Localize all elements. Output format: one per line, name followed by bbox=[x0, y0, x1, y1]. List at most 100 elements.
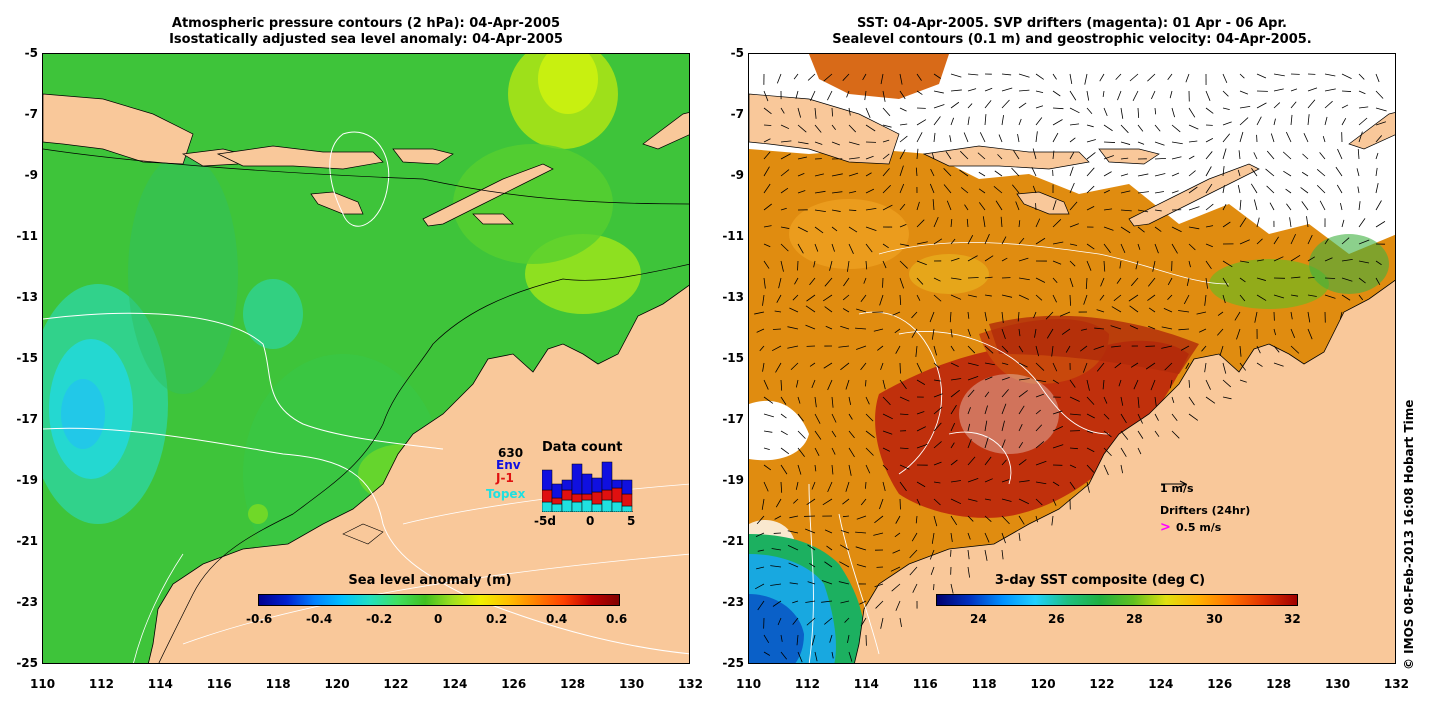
velocity-vector bbox=[1341, 294, 1351, 301]
velocity-vector bbox=[899, 224, 907, 228]
velocity-vector bbox=[840, 600, 850, 604]
velocity-vector bbox=[1103, 226, 1114, 231]
velocity-vector bbox=[780, 651, 788, 660]
velocity-vector bbox=[814, 651, 818, 662]
velocity-vector bbox=[763, 651, 771, 656]
velocity-vector bbox=[1069, 166, 1074, 177]
velocity-vector bbox=[984, 437, 989, 449]
velocity-vector bbox=[909, 549, 918, 559]
velocity-vector bbox=[1085, 277, 1088, 289]
velocity-vector bbox=[771, 345, 782, 352]
velocity-vector bbox=[1273, 73, 1285, 77]
velocity-vector bbox=[1171, 124, 1181, 133]
velocity-vector bbox=[1102, 90, 1105, 98]
velocity-vector bbox=[899, 447, 909, 449]
velocity-vector bbox=[993, 186, 1003, 194]
velocity-vector bbox=[967, 477, 979, 483]
velocity-vector bbox=[875, 600, 884, 609]
latitude-tick: -25 bbox=[16, 656, 38, 670]
velocity-vector bbox=[856, 515, 867, 520]
velocity-vector bbox=[880, 362, 884, 371]
velocity-vector bbox=[1051, 515, 1054, 526]
velocity-vector bbox=[916, 498, 921, 506]
velocity-vector bbox=[865, 226, 877, 231]
velocity-vector bbox=[899, 73, 903, 85]
velocity-vector bbox=[1251, 168, 1258, 177]
velocity-vector bbox=[831, 243, 835, 252]
velocity-vector bbox=[848, 157, 860, 160]
velocity-vector bbox=[1137, 243, 1141, 250]
velocity-vector bbox=[1337, 148, 1343, 160]
velocity-vector bbox=[1188, 226, 1200, 230]
velocity-vector bbox=[899, 617, 902, 628]
velocity-vector bbox=[1341, 73, 1352, 79]
velocity-vector bbox=[1222, 73, 1228, 84]
velocity-vector bbox=[855, 531, 867, 534]
velocity-vector bbox=[1290, 254, 1301, 262]
velocity-vector bbox=[1205, 107, 1214, 114]
sst-map bbox=[748, 53, 1396, 664]
velocity-vector bbox=[933, 441, 942, 449]
velocity-vector bbox=[840, 325, 850, 330]
velocity-vector bbox=[1120, 243, 1126, 254]
velocity-vector bbox=[943, 168, 952, 177]
histogram-bar bbox=[611, 487, 623, 503]
velocity-vector bbox=[1341, 277, 1353, 282]
velocity-vector bbox=[1290, 311, 1293, 320]
velocity-vector bbox=[967, 549, 970, 560]
longitude-tick: 128 bbox=[560, 677, 586, 691]
velocity-vector bbox=[1188, 260, 1191, 268]
velocity-vector bbox=[1147, 294, 1156, 301]
velocity-vector bbox=[984, 362, 995, 366]
velocity-vector bbox=[1069, 243, 1078, 246]
drifter-scale-label: 0.5 m/s bbox=[1176, 521, 1222, 534]
velocity-vector bbox=[780, 634, 783, 642]
velocity-vector bbox=[892, 549, 901, 554]
velocity-vector bbox=[1188, 379, 1190, 388]
velocity-vector bbox=[1000, 216, 1003, 228]
velocity-vector bbox=[1103, 155, 1114, 160]
velocity-vector bbox=[984, 515, 992, 523]
velocity-vector bbox=[1052, 379, 1059, 384]
velocity-vector bbox=[1154, 173, 1166, 177]
velocity-vector bbox=[984, 456, 992, 466]
velocity-vector bbox=[827, 481, 833, 493]
velocity-vector bbox=[882, 107, 891, 117]
velocity-vector bbox=[797, 430, 806, 439]
velocity-vector bbox=[950, 378, 962, 381]
velocity-vector bbox=[1086, 447, 1095, 453]
velocity-vector bbox=[882, 464, 889, 471]
velocity-vector bbox=[891, 583, 901, 592]
velocity-vector bbox=[1052, 107, 1064, 110]
velocity-vector bbox=[1001, 479, 1010, 483]
velocity-vector bbox=[984, 498, 992, 501]
sla-colorbar-tick: -0.2 bbox=[366, 612, 393, 626]
velocity-vector bbox=[1306, 216, 1309, 228]
velocity-vector bbox=[977, 152, 986, 160]
velocity-vector bbox=[1103, 260, 1106, 272]
velocity-vector bbox=[933, 90, 944, 94]
histogram-bar bbox=[601, 461, 613, 491]
velocity-vector bbox=[950, 257, 960, 262]
velocity-vector bbox=[1018, 405, 1025, 415]
velocity-vector bbox=[1205, 138, 1214, 143]
velocity-vector bbox=[856, 308, 867, 313]
velocity-vector bbox=[1375, 135, 1382, 143]
velocity-vector bbox=[842, 515, 850, 518]
velocity-vector bbox=[1222, 204, 1227, 211]
velocity-vector bbox=[1001, 362, 1009, 365]
velocity-vector bbox=[1137, 173, 1149, 177]
velocity-vector bbox=[882, 379, 886, 390]
velocity-vector bbox=[1273, 362, 1284, 367]
velocity-vector bbox=[1204, 294, 1207, 306]
longitude-tick: 126 bbox=[501, 677, 527, 691]
velocity-vector bbox=[848, 243, 854, 254]
velocity-vector bbox=[1069, 137, 1076, 143]
velocity-vector bbox=[787, 530, 799, 534]
velocity-vector bbox=[895, 345, 901, 354]
velocity-vector bbox=[994, 170, 1003, 177]
velocity-scale-label: 1 m/s bbox=[1160, 482, 1194, 495]
latitude-tick: -21 bbox=[722, 534, 744, 548]
velocity-vector bbox=[787, 345, 799, 349]
sla-colorbar-title: Sea level anomaly (m) bbox=[348, 573, 512, 588]
